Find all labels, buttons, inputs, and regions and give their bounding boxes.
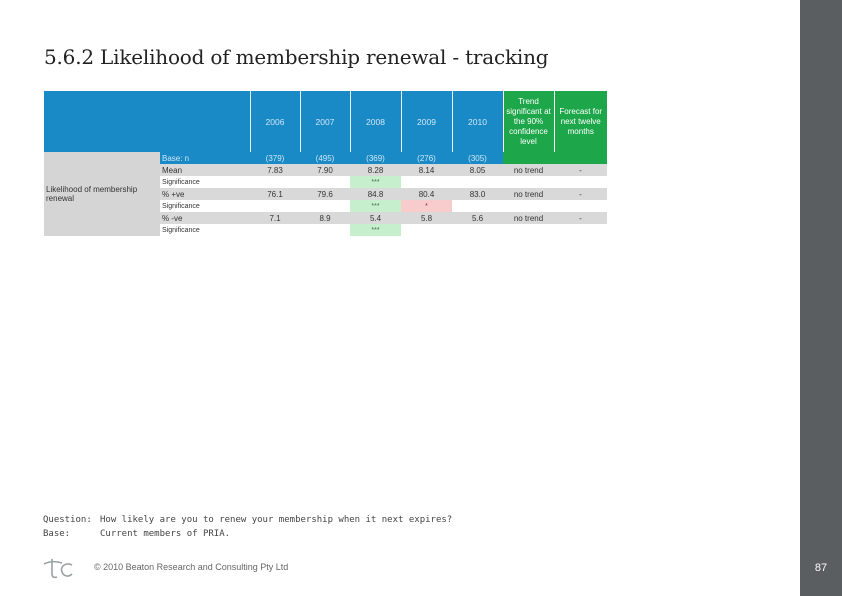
row-group-label: Likelihood of membership renewal bbox=[44, 152, 160, 236]
header-trend: Trend significant at the 90% confidence … bbox=[502, 91, 554, 152]
base-value: (495) bbox=[300, 152, 350, 164]
metric-label: % -ve bbox=[160, 212, 250, 224]
mean-value: 7.83 bbox=[250, 164, 300, 176]
negative-value: 7.1 bbox=[250, 212, 300, 224]
positive-value: 79.6 bbox=[300, 188, 350, 200]
negative-row: % -ve 7.1 8.9 5.4 5.8 5.6 no trend - bbox=[44, 212, 607, 224]
mean-value: 7.90 bbox=[300, 164, 350, 176]
header-year: 2009 bbox=[400, 91, 452, 152]
page-number: 87 bbox=[814, 562, 828, 574]
mean-trend: no trend bbox=[503, 164, 554, 176]
mean-value: 8.28 bbox=[350, 164, 401, 176]
significance-mark bbox=[250, 224, 300, 236]
header-blank bbox=[44, 91, 250, 152]
significance-mark: * bbox=[401, 200, 452, 212]
positive-trend: no trend bbox=[503, 188, 554, 200]
negative-value: 5.4 bbox=[350, 212, 401, 224]
header-year: 2007 bbox=[299, 91, 350, 152]
positive-forecast: - bbox=[554, 188, 607, 200]
base-value: (305) bbox=[452, 152, 503, 164]
header-forecast: Forecast for next twelve months bbox=[553, 91, 607, 152]
negative-value: 5.6 bbox=[452, 212, 503, 224]
significance-mark bbox=[250, 176, 300, 188]
header-year: 2008 bbox=[349, 91, 401, 152]
base-trend-cell bbox=[503, 152, 554, 164]
metric-label: Significance bbox=[160, 200, 250, 212]
significance-row: Significance *** bbox=[44, 224, 607, 236]
base-value: (379) bbox=[250, 152, 300, 164]
significance-mark: *** bbox=[350, 176, 401, 188]
positive-value: 83.0 bbox=[452, 188, 503, 200]
base-text: Current members of PRIA. bbox=[100, 529, 231, 539]
base-label: Base: bbox=[43, 529, 71, 539]
question-label: Question: bbox=[43, 515, 92, 525]
company-logo bbox=[43, 559, 73, 579]
page-title: 5.6.2 Likelihood of membership renewal -… bbox=[44, 45, 549, 69]
base-row: Likelihood of membership renewal Base: n… bbox=[44, 152, 607, 236]
positive-value: 84.8 bbox=[350, 188, 401, 200]
positive-row: % +ve 76.1 79.6 84.8 80.4 83.0 no trend … bbox=[44, 188, 607, 200]
mean-value: 8.14 bbox=[401, 164, 452, 176]
significance-mark bbox=[401, 176, 452, 188]
question-footer: Question: How likely are you to renew you… bbox=[43, 513, 452, 541]
significance-row: Significance *** bbox=[44, 176, 607, 188]
header-row: 2006 2007 2008 2009 2010 Trend significa… bbox=[44, 91, 607, 152]
metric-label: Significance bbox=[160, 176, 250, 188]
question-text: How likely are you to renew your members… bbox=[100, 515, 453, 525]
significance-mark bbox=[300, 224, 350, 236]
significance-mark bbox=[452, 200, 503, 212]
negative-trend: no trend bbox=[503, 212, 554, 224]
base-value: (369) bbox=[350, 152, 401, 164]
mean-row: Mean 7.83 7.90 8.28 8.14 8.05 no trend - bbox=[44, 164, 607, 176]
positive-value: 80.4 bbox=[401, 188, 452, 200]
copyright-text: © 2010 Beaton Research and Consulting Pt… bbox=[94, 562, 289, 572]
negative-value: 5.8 bbox=[401, 212, 452, 224]
negative-value: 8.9 bbox=[300, 212, 350, 224]
significance-mark bbox=[300, 176, 350, 188]
significance-mark bbox=[452, 176, 503, 188]
tracking-table: 2006 2007 2008 2009 2010 Trend significa… bbox=[44, 91, 607, 236]
significance-mark bbox=[300, 200, 350, 212]
significance-mark: *** bbox=[350, 224, 401, 236]
metric-label: Significance bbox=[160, 224, 250, 236]
mean-value: 8.05 bbox=[452, 164, 503, 176]
right-sidebar bbox=[800, 0, 842, 596]
significance-row: Significance *** * bbox=[44, 200, 607, 212]
metric-label: % +ve bbox=[160, 188, 250, 200]
mean-forecast: - bbox=[554, 164, 607, 176]
base-value: (276) bbox=[401, 152, 452, 164]
metric-label: Base: n bbox=[160, 152, 250, 164]
header-year: 2006 bbox=[249, 91, 300, 152]
significance-mark: *** bbox=[350, 200, 401, 212]
significance-mark bbox=[250, 200, 300, 212]
base-forecast-cell bbox=[554, 152, 607, 164]
positive-value: 76.1 bbox=[250, 188, 300, 200]
significance-mark bbox=[401, 224, 452, 236]
metric-label: Mean bbox=[160, 164, 250, 176]
negative-forecast: - bbox=[554, 212, 607, 224]
header-year: 2010 bbox=[451, 91, 503, 152]
significance-mark bbox=[452, 224, 503, 236]
